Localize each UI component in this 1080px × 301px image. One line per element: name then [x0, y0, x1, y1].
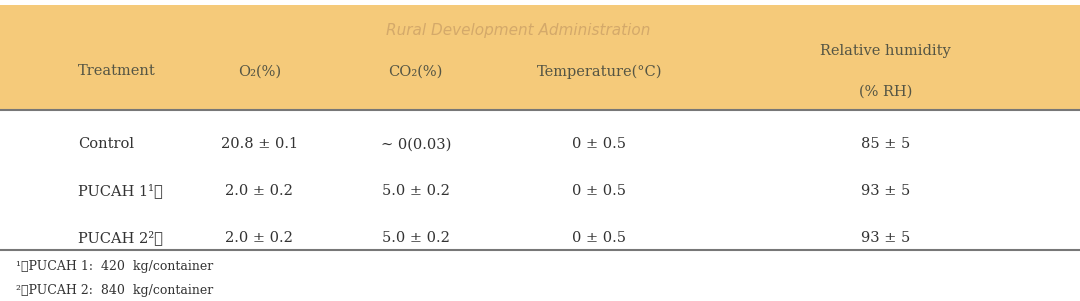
Text: Rural Development Administration: Rural Development Administration — [387, 23, 650, 38]
Text: 0 ± 0.5: 0 ± 0.5 — [572, 138, 626, 151]
Text: O₂(%): O₂(%) — [238, 64, 281, 79]
Text: 20.8 ± 0.1: 20.8 ± 0.1 — [220, 138, 298, 151]
Text: 93 ± 5: 93 ± 5 — [861, 184, 910, 198]
Text: 0 ± 0.5: 0 ± 0.5 — [572, 231, 626, 245]
Text: Relative humidity: Relative humidity — [820, 44, 951, 58]
Text: (% RH): (% RH) — [859, 85, 913, 99]
Text: 2.0 ± 0.2: 2.0 ± 0.2 — [226, 231, 293, 245]
Text: 5.0 ± 0.2: 5.0 ± 0.2 — [382, 184, 449, 198]
Text: ²⧸PUCAH 2:  840  kg/container: ²⧸PUCAH 2: 840 kg/container — [16, 284, 214, 297]
Text: 5.0 ± 0.2: 5.0 ± 0.2 — [382, 231, 449, 245]
Text: Temperature(°C): Temperature(°C) — [537, 64, 662, 79]
Text: PUCAH 1¹⧸: PUCAH 1¹⧸ — [78, 184, 162, 199]
Text: 2.0 ± 0.2: 2.0 ± 0.2 — [226, 184, 293, 198]
Text: ∼ 0(0.03): ∼ 0(0.03) — [380, 138, 451, 151]
Text: 93 ± 5: 93 ± 5 — [861, 231, 910, 245]
Text: Treatment: Treatment — [78, 64, 156, 79]
Bar — [0, 5, 1080, 110]
Text: 85 ± 5: 85 ± 5 — [861, 138, 910, 151]
Text: Control: Control — [78, 138, 134, 151]
Text: 0 ± 0.5: 0 ± 0.5 — [572, 184, 626, 198]
Text: CO₂(%): CO₂(%) — [389, 64, 443, 79]
Text: PUCAH 2²⧸: PUCAH 2²⧸ — [78, 230, 163, 245]
Text: ¹⧸PUCAH 1:  420  kg/container: ¹⧸PUCAH 1: 420 kg/container — [16, 260, 214, 273]
